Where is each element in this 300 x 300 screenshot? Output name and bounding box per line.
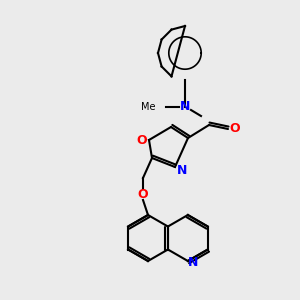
Text: O: O [138,188,148,202]
Text: N: N [177,164,187,176]
Text: O: O [230,122,240,136]
Text: N: N [180,100,190,113]
Text: Me: Me [140,102,155,112]
Text: N: N [188,256,198,269]
Text: O: O [137,134,147,146]
